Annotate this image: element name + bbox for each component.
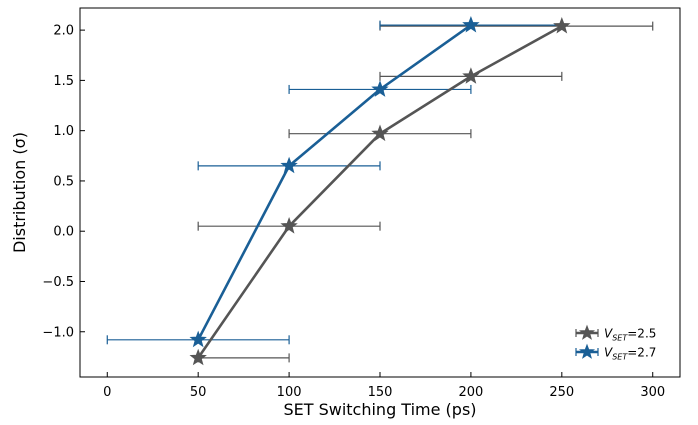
y-tick-label: 2.0 [53,24,74,39]
y-axis-label: Distribution (σ) [10,132,29,253]
star-marker [189,330,207,348]
x-tick-label: 100 [277,385,302,400]
y-axis: −1.0 −0.5 0.0 0.5 1.0 1.5 2.0 [42,24,85,340]
legend-label: VSET=2.7 [604,346,656,362]
y-tick-label: 1.5 [53,74,74,89]
star-marker [371,80,389,97]
y-tick-label: 1.0 [53,124,74,139]
star-marker [280,217,298,234]
y-tick-label: 0.5 [53,174,74,189]
star-marker [462,67,480,84]
star-marker [553,16,571,34]
x-tick-label: 150 [368,385,393,400]
x-tick-label: 0 [103,385,111,400]
star-marker [371,124,389,142]
y-tick-label: 0.0 [53,225,74,240]
x-tick-label: 50 [190,385,207,400]
series-line [197,24,472,341]
error-bars [106,20,654,363]
plot-frame [79,7,681,378]
star-marker [280,156,298,174]
x-tick-label: 200 [458,385,483,400]
star-marker [189,348,207,366]
legend: VSET=2.5 VSET=2.7 [575,324,656,362]
legend-star-icon [578,324,596,340]
x-axis-label: SET Switching Time (ps) [283,400,476,419]
x-tick-label: 250 [549,385,574,400]
y-tick-label: −0.5 [42,275,74,290]
x-axis: 0 50 100 150 200 250 300 [103,372,665,400]
legend-star-icon [578,343,596,359]
y-tick-label: −1.0 [42,325,74,340]
series-markers [189,15,571,366]
star-marker [462,15,480,33]
x-tick-label: 300 [640,385,665,400]
legend-label: VSET=2.5 [604,327,656,343]
